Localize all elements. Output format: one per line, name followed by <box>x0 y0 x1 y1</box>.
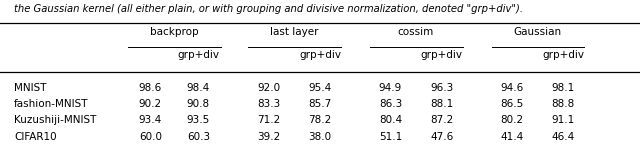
Text: 95.4: 95.4 <box>308 83 332 93</box>
Text: 80.2: 80.2 <box>500 115 524 125</box>
Text: 46.4: 46.4 <box>552 132 575 141</box>
Text: 87.2: 87.2 <box>430 115 453 125</box>
Text: 90.2: 90.2 <box>139 99 162 109</box>
Text: 71.2: 71.2 <box>257 115 280 125</box>
Text: 88.8: 88.8 <box>552 99 575 109</box>
Text: MNIST: MNIST <box>14 83 47 93</box>
Text: 86.3: 86.3 <box>379 99 402 109</box>
Text: grp+div: grp+div <box>177 51 220 60</box>
Text: 92.0: 92.0 <box>257 83 280 93</box>
Text: 94.9: 94.9 <box>379 83 402 93</box>
Text: 90.8: 90.8 <box>187 99 210 109</box>
Text: Kuzushiji-MNIST: Kuzushiji-MNIST <box>14 115 97 125</box>
Text: 85.7: 85.7 <box>308 99 332 109</box>
Text: 80.4: 80.4 <box>379 115 402 125</box>
Text: 41.4: 41.4 <box>500 132 524 141</box>
Text: last layer: last layer <box>270 27 319 37</box>
Text: 78.2: 78.2 <box>308 115 332 125</box>
Text: 86.5: 86.5 <box>500 99 524 109</box>
Text: 93.5: 93.5 <box>187 115 210 125</box>
Text: grp+div: grp+div <box>299 51 341 60</box>
Text: 96.3: 96.3 <box>430 83 453 93</box>
Text: 38.0: 38.0 <box>308 132 332 141</box>
Text: 51.1: 51.1 <box>379 132 402 141</box>
Text: CIFAR10: CIFAR10 <box>14 132 57 141</box>
Text: 98.6: 98.6 <box>139 83 162 93</box>
Text: 47.6: 47.6 <box>430 132 453 141</box>
Text: the Gaussian kernel (all either plain, or with grouping and divisive normalizati: the Gaussian kernel (all either plain, o… <box>14 4 523 14</box>
Text: grp+div: grp+div <box>542 51 584 60</box>
Text: fashion-MNIST: fashion-MNIST <box>14 99 88 109</box>
Text: 88.1: 88.1 <box>430 99 453 109</box>
Text: 60.3: 60.3 <box>187 132 210 141</box>
Text: 98.4: 98.4 <box>187 83 210 93</box>
Text: cossim: cossim <box>398 27 434 37</box>
Text: backprop: backprop <box>150 27 198 37</box>
Text: 93.4: 93.4 <box>139 115 162 125</box>
Text: 83.3: 83.3 <box>257 99 280 109</box>
Text: 39.2: 39.2 <box>257 132 280 141</box>
Text: Gaussian: Gaussian <box>513 27 562 37</box>
Text: 94.6: 94.6 <box>500 83 524 93</box>
Text: 91.1: 91.1 <box>552 115 575 125</box>
Text: 98.1: 98.1 <box>552 83 575 93</box>
Text: 60.0: 60.0 <box>139 132 162 141</box>
Text: grp+div: grp+div <box>420 51 463 60</box>
